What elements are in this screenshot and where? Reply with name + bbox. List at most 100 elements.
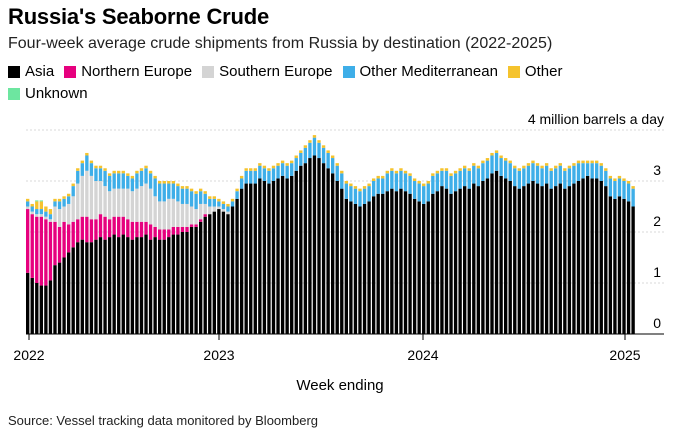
bar-segment: [276, 165, 280, 179]
bar-segment: [312, 137, 317, 156]
bar-segment: [595, 163, 599, 179]
bar-segment: [66, 196, 71, 204]
bar-segment: [139, 237, 144, 334]
bar-segment: [340, 170, 344, 174]
bar-segment: [494, 152, 499, 171]
source-note: Source: Vessel tracking data monitored b…: [8, 413, 319, 428]
bar-segment: [490, 173, 494, 334]
bar-segment: [153, 178, 157, 197]
bar-segment: [349, 201, 353, 334]
bar-segment: [321, 147, 326, 164]
bar-segment: [622, 198, 626, 334]
bar-segment: [180, 226, 185, 232]
bar-segment: [463, 186, 467, 334]
bar-segment: [85, 155, 89, 171]
bar-segment: [262, 168, 267, 181]
bar-segment: [112, 234, 116, 334]
bar-segment: [285, 178, 289, 334]
bar-segment: [208, 214, 212, 334]
bar-segment: [71, 247, 75, 334]
bar-segment: [544, 165, 549, 184]
bar-segment: [158, 229, 162, 240]
bar-segment: [44, 206, 48, 212]
bar-segment: [185, 232, 189, 334]
bar-segment: [171, 198, 176, 227]
bar-segment: [335, 163, 339, 166]
bar-segment: [267, 170, 271, 184]
bar-segment: [271, 165, 276, 169]
bar-segment: [89, 163, 94, 176]
bar-segment: [412, 198, 417, 334]
bar-segment: [217, 206, 221, 210]
bar-segment: [563, 170, 567, 189]
bar-segment: [590, 178, 594, 334]
bar-segment: [626, 181, 631, 184]
bar-segment: [71, 186, 75, 197]
bar-segment: [189, 206, 194, 225]
bar-segment: [444, 170, 449, 189]
bar-segment: [558, 165, 562, 184]
bar-segment: [76, 168, 80, 171]
bar-segment: [508, 160, 512, 164]
bar-segment: [185, 186, 189, 189]
legend-swatch: [8, 66, 20, 78]
bar-segment: [198, 219, 203, 222]
bar-segment: [513, 186, 517, 334]
bar-segment: [135, 173, 139, 189]
legend-swatch: [342, 66, 355, 78]
bar-segment: [153, 175, 157, 179]
bar-segment: [158, 201, 162, 230]
bar-segment: [139, 186, 144, 222]
bar-segment: [535, 163, 540, 166]
legend-item: Other Mediterranean: [342, 62, 498, 82]
bar-segment: [135, 221, 139, 238]
bar-segment: [30, 214, 34, 278]
bar-segment: [253, 168, 257, 171]
bar-segment: [458, 188, 462, 334]
legend-swatch: [8, 88, 20, 100]
bar-segment: [362, 203, 367, 334]
bar-segment: [371, 181, 376, 197]
y-tick-label: 0: [653, 315, 661, 331]
bar-segment: [513, 168, 517, 187]
bar-segment: [331, 173, 335, 334]
bar-segment: [39, 201, 44, 210]
bar-segment: [180, 188, 185, 204]
bar-segment: [258, 178, 262, 334]
bar-segment: [198, 191, 203, 204]
bar-segment: [604, 170, 608, 187]
bar-segment: [549, 168, 553, 171]
bar-segment: [139, 168, 144, 171]
bar-segment: [426, 201, 430, 334]
bar-segment: [508, 163, 512, 181]
bar-segment: [290, 163, 294, 176]
bar-segment: [613, 178, 617, 181]
bar-segment: [148, 173, 153, 189]
bar-segment: [558, 163, 562, 166]
bar-segment: [376, 193, 380, 334]
bar-segment: [540, 168, 544, 187]
bar-segment: [112, 170, 116, 174]
bar-segment: [162, 183, 166, 202]
bar-segment: [449, 175, 453, 194]
bar-segment: [235, 191, 239, 199]
bar-segment: [362, 186, 367, 189]
legend-label: Asia: [25, 63, 55, 80]
bar-segment: [258, 163, 262, 166]
bar-segment: [344, 183, 349, 199]
bar-segment: [39, 214, 44, 217]
bar-segment: [531, 160, 535, 164]
bar-segment: [235, 188, 239, 192]
bar-segment: [203, 216, 207, 334]
bar-segment: [403, 170, 408, 174]
bar-segment: [89, 175, 94, 220]
bar-segment: [431, 175, 435, 194]
legend-item: Southern Europe: [202, 62, 333, 82]
bar-segment: [526, 163, 531, 166]
bar-segment: [572, 183, 576, 334]
bar-segment: [390, 170, 394, 189]
bar-segment: [312, 135, 317, 138]
bar-segment: [30, 277, 34, 334]
legend-swatch: [507, 66, 520, 78]
